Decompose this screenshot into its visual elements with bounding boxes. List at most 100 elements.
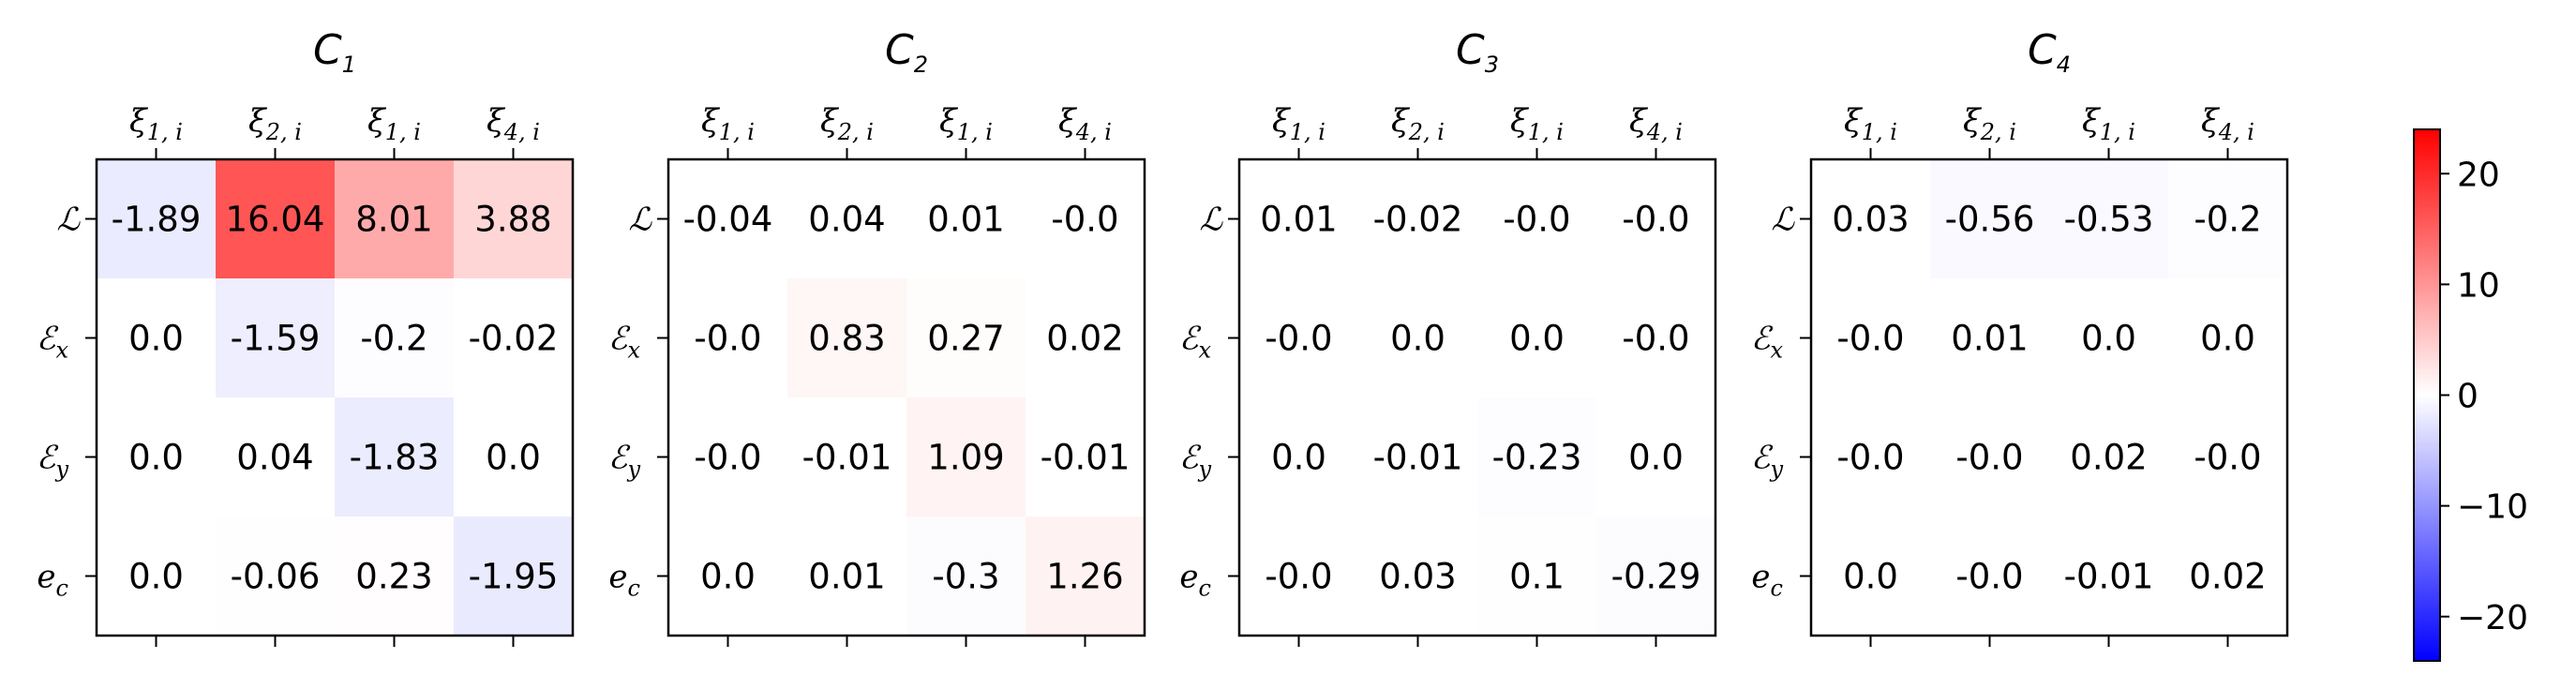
- panel-frame: [1237, 157, 1717, 637]
- heatmap-cell: [335, 517, 455, 637]
- panel-title: C1: [313, 26, 356, 78]
- heatmap-cell: [335, 278, 455, 398]
- cell-value-label: 0.03: [1832, 200, 1909, 240]
- panel-frame: [1809, 157, 2289, 637]
- x-tick-label-main: ξ: [129, 102, 149, 140]
- y-tick-label: ℰy: [1751, 440, 1784, 483]
- cell-value-label: -0.0: [1051, 200, 1118, 240]
- heatmap-cell: [2049, 159, 2169, 279]
- heatmap-cell: [97, 397, 217, 517]
- cell-value-label: 0.27: [927, 319, 1004, 359]
- x-tick-label: ξ4, i: [487, 102, 540, 145]
- heatmap-cell: [216, 397, 336, 517]
- x-tick-label-main: ξ: [367, 102, 387, 140]
- x-tick-label-subscript: 1, i: [1862, 119, 1897, 145]
- x-tick-label-subscript: 1, i: [147, 119, 183, 145]
- heatmap-cell: [906, 159, 1026, 279]
- heatmap-cell: [1811, 397, 1931, 517]
- heatmap-cell: [1477, 517, 1597, 637]
- x-tick-label: ξ4, i: [2201, 102, 2254, 145]
- heatmap-cell: [787, 159, 907, 279]
- heatmap-cell: [454, 278, 574, 398]
- cell-value-label: -0.02: [469, 319, 559, 359]
- x-tick-label-subscript: 2, i: [265, 119, 302, 145]
- heatmap-cell: [1239, 397, 1359, 517]
- panel-title: C2: [885, 26, 928, 78]
- cell-value-label: -0.0: [1503, 200, 1570, 240]
- heatmap-cell: [2049, 278, 2169, 398]
- heatmap-cell: [1930, 517, 2050, 637]
- heatmap-cell: [2168, 278, 2288, 398]
- heatmap-cell: [1026, 397, 1146, 517]
- heatmap-cell: [668, 397, 788, 517]
- x-tick-label-subscript: 4, i: [2218, 119, 2254, 145]
- y-tick-label: ℰx: [1751, 321, 1784, 364]
- x-tick-label: ξ2, i: [248, 102, 302, 145]
- heatmap-cell: [97, 278, 217, 398]
- heatmap-cell: [454, 159, 574, 279]
- x-tick-label: ξ1, i: [129, 102, 183, 145]
- cell-value-label: 0.04: [808, 200, 885, 240]
- y-tick-label: ℒ: [1200, 202, 1224, 239]
- y-tick-label-subscript: x: [1198, 337, 1211, 364]
- cell-value-label: 0.0: [1390, 319, 1445, 359]
- heatmap-cell: [1239, 159, 1359, 279]
- cell-value-label: 1.26: [1046, 557, 1123, 597]
- panel-title: C4: [2028, 26, 2071, 78]
- heatmap-cell: [1358, 278, 1478, 398]
- y-tick-label-main: ℰ: [608, 440, 631, 477]
- y-tick-label-subscript: x: [1770, 337, 1783, 364]
- cell-value-label: -0.01: [802, 438, 892, 478]
- heatmap-panel-3: 0.01 -0.02 -0.0 -0.0-0.0 0.0 0.0 -0.00.0 -0.01-…: [1179, 26, 1717, 647]
- panel-title-subscript: 2: [914, 52, 928, 78]
- cell-value-label: -0.23: [1492, 438, 1582, 478]
- heatmap-cell: [335, 397, 455, 517]
- heatmap-panel-1: -1.89 16.04 8.01 3.88 0.0 -1.59 -0.2 -0.02 0.0 0.…: [37, 26, 575, 647]
- colorbar: 20 10 0 −10 −20: [2413, 128, 2528, 662]
- heatmap-cell: [1811, 278, 1931, 398]
- cell-value-label: -1.95: [469, 557, 559, 597]
- x-tick-label-main: ξ: [2082, 102, 2102, 140]
- x-tick-label-main: ξ: [2201, 102, 2221, 140]
- y-tick-label-main: ℰ: [1751, 321, 1774, 358]
- x-tick-label-main: ξ: [1629, 102, 1649, 140]
- x-tick-label: ξ1, i: [939, 102, 993, 145]
- panels-layer: -1.89 16.04 8.01 3.880.0 -1.59 -0.2 -0.020.0 0.…: [37, 26, 2289, 647]
- cell-value-label: -0.06: [231, 557, 321, 597]
- cell-value-label: 0.02: [2189, 557, 2266, 597]
- cell-value-label: -0.2: [2194, 200, 2261, 240]
- y-tick-label-subscript: c: [1199, 576, 1211, 602]
- y-tick-label-main: ℒ: [57, 202, 82, 239]
- cell-value-label: -0.02: [1373, 200, 1463, 240]
- y-tick-label-main: ℒ: [1772, 202, 1796, 239]
- heatmap-cell: [2168, 397, 2288, 517]
- cell-value-label: -0.0: [1622, 319, 1689, 359]
- panel-title-main: C: [2028, 26, 2057, 74]
- x-tick-label-subscript: 4, i: [1646, 119, 1683, 145]
- panel-frame: [666, 157, 1146, 637]
- panel-title-subscript: 4: [2057, 52, 2071, 78]
- y-tick-label-main: e: [1179, 559, 1198, 596]
- heatmap-cell: [335, 159, 455, 279]
- panel-title-main: C: [885, 26, 914, 74]
- cell-value-label: 0.04: [236, 438, 313, 478]
- cell-value-label: -1.89: [112, 200, 202, 240]
- cell-value-label: -0.0: [694, 319, 761, 359]
- y-tick-label: ℒ: [629, 202, 653, 239]
- cell-value-label: -0.01: [2064, 557, 2154, 597]
- y-tick-label-main: ℰ: [37, 321, 59, 358]
- heatmap-cell: [1358, 397, 1478, 517]
- heatmap-cell: [1026, 159, 1146, 279]
- cell-value-label: 0.0: [128, 438, 184, 478]
- y-tick-label: ℰy: [608, 440, 641, 483]
- heatmap-cell: [1477, 278, 1597, 398]
- x-tick-label-main: ξ: [701, 102, 721, 140]
- cell-value-label: 0.0: [128, 557, 184, 597]
- cell-value-label: -0.01: [1041, 438, 1131, 478]
- heatmap-cell: [454, 517, 574, 637]
- y-tick-label: ℰy: [1179, 440, 1212, 483]
- x-tick-label-subscript: 2, i: [1408, 119, 1445, 145]
- x-tick-label: ξ1, i: [1844, 102, 1897, 145]
- cell-value-label: 0.01: [808, 557, 885, 597]
